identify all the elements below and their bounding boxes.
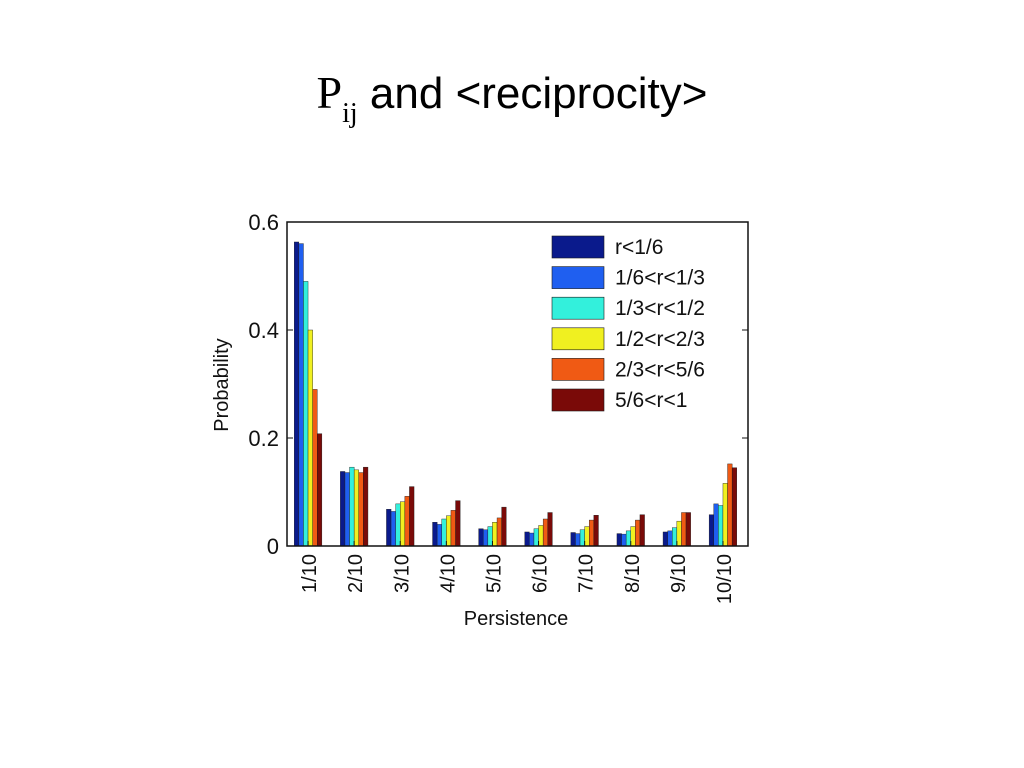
legend-label: r<1/6 (615, 236, 663, 259)
bar (630, 526, 636, 547)
legend-label: 1/3<r<1/2 (615, 297, 705, 320)
bar (672, 527, 678, 547)
y-axis: 0 0.2 0.4 0.6 (248, 210, 748, 559)
bar (450, 510, 456, 547)
x-tick-label: 10/10 (714, 554, 736, 604)
bar (353, 469, 359, 547)
x-tick-label: 6/10 (530, 554, 552, 593)
bar (492, 522, 498, 547)
bar (727, 463, 733, 547)
y-tick-label: 0.6 (248, 210, 279, 235)
bar (455, 500, 461, 547)
bar (432, 522, 438, 547)
y-tick-label: 0.4 (248, 318, 279, 343)
legend-label: 1/6<r<1/3 (615, 267, 705, 290)
bar (483, 529, 489, 547)
x-axis: 1/10 2/10 3/10 4/10 5/10 6/10 7/10 8/10 9/10 10/1… (299, 541, 736, 604)
bar (298, 243, 304, 547)
x-tick-label: 9/10 (668, 554, 690, 593)
bar (496, 517, 502, 547)
bar (340, 471, 346, 547)
bar (625, 530, 631, 547)
x-tick-label: 7/10 (576, 554, 598, 593)
legend-label: 5/6<r<1 (615, 389, 687, 412)
bar (547, 512, 553, 547)
legend-swatch (551, 235, 605, 259)
bar (676, 520, 682, 547)
bar (409, 486, 415, 547)
legend-swatch (551, 388, 605, 412)
bar (441, 518, 447, 547)
bar (487, 526, 493, 547)
plot-frame (286, 221, 749, 547)
x-tick-label: 2/10 (345, 554, 367, 593)
bar (589, 519, 595, 547)
y-tick-label: 0 (267, 534, 279, 559)
bar (303, 281, 309, 547)
bar (307, 329, 313, 547)
bar (529, 532, 535, 547)
bar (294, 241, 300, 547)
x-axis-label: Persistence (464, 608, 569, 630)
legend-swatch (551, 296, 605, 320)
bar (358, 472, 364, 547)
bar (386, 509, 392, 547)
bar (662, 531, 668, 547)
bar (395, 503, 401, 547)
bar (708, 514, 714, 547)
legend-label: 1/2<r<2/3 (615, 328, 705, 351)
bar (616, 533, 622, 547)
bar (312, 389, 318, 547)
slide-title: Pij and <reciprocity> (0, 66, 1024, 130)
bar (667, 530, 673, 547)
legend-swatch (551, 327, 605, 351)
bar (722, 483, 728, 547)
bar (575, 533, 581, 547)
legend-swatch (551, 358, 605, 381)
bar (390, 511, 396, 547)
bar (718, 505, 724, 547)
y-tick-label: 0.2 (248, 426, 279, 451)
bar (501, 506, 507, 547)
legend: r<1/6 1/6<r<1/3 1/3<r<1/2 1/2<r<2/3 2/3<r<5/… (551, 235, 705, 412)
bar (478, 528, 484, 547)
bar (685, 512, 691, 547)
x-tick-label: 1/10 (299, 554, 321, 593)
bar (436, 524, 442, 547)
bar (635, 519, 641, 547)
bar (404, 496, 410, 547)
bar (681, 512, 687, 547)
bar (533, 528, 539, 547)
x-tick-label: 5/10 (483, 554, 505, 593)
bar (446, 515, 452, 547)
bar (317, 433, 323, 547)
title-rest: and <reciprocity> (357, 69, 708, 118)
y-axis-label: Probability (211, 338, 233, 431)
x-tick-label: 4/10 (437, 554, 459, 593)
title-p: P (316, 67, 343, 118)
bar (538, 525, 544, 547)
bar (400, 501, 406, 547)
legend-label: 2/3<r<5/6 (615, 358, 705, 381)
bar (621, 533, 627, 547)
bar (542, 518, 548, 547)
bar (344, 472, 350, 547)
bar (593, 515, 599, 547)
title-subscript: ij (342, 98, 358, 129)
x-tick-label: 8/10 (622, 554, 644, 593)
legend-swatch (551, 266, 605, 289)
bar (584, 526, 590, 547)
x-tick-label: 3/10 (391, 554, 413, 593)
bar (713, 503, 719, 547)
bar (524, 531, 530, 547)
bar (363, 466, 369, 547)
bar (731, 467, 737, 547)
bar (349, 466, 355, 547)
bar (639, 514, 645, 547)
bar (570, 532, 576, 547)
bar (579, 529, 585, 547)
